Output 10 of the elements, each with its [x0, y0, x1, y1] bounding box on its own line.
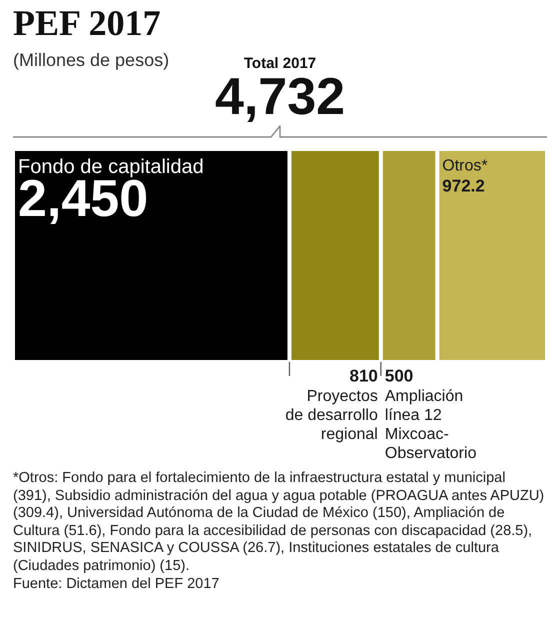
series-label: Otros* — [442, 158, 488, 174]
text: *Otros: Fondo para el fortalecimiento de la infraestructura estatal y municipal (391), Subsidio administración del agua y agua potable (PROAGUA antes APUZU) (309.4), Universidad Autónoma de la Ciudad de México (150), Ampliación de Cultura (51.6), Fondo para la accesibilidad de personas con discapacidad (28.5), SINIDRUS, SENASICA y COUSSA (26.7), Instituciones estatales de cultura (Ciudades patrimonio) (15). — [13, 470, 545, 576]
data-label: 810 — [349, 366, 378, 386]
series-label: Proyectos de desarrollo regional — [285, 388, 378, 443]
series-label: Ampliación línea 12 Mixcoac-Observatorio — [384, 388, 477, 462]
chart-subtitle: (Millones de pesos) — [13, 50, 170, 70]
chart-title: PEF 2017 — [13, 3, 161, 43]
data-label: 500 — [384, 366, 414, 386]
source-note: Fuente: Dictamen del PEF 2017 — [13, 576, 220, 594]
data-label: 972.2 — [442, 176, 485, 196]
